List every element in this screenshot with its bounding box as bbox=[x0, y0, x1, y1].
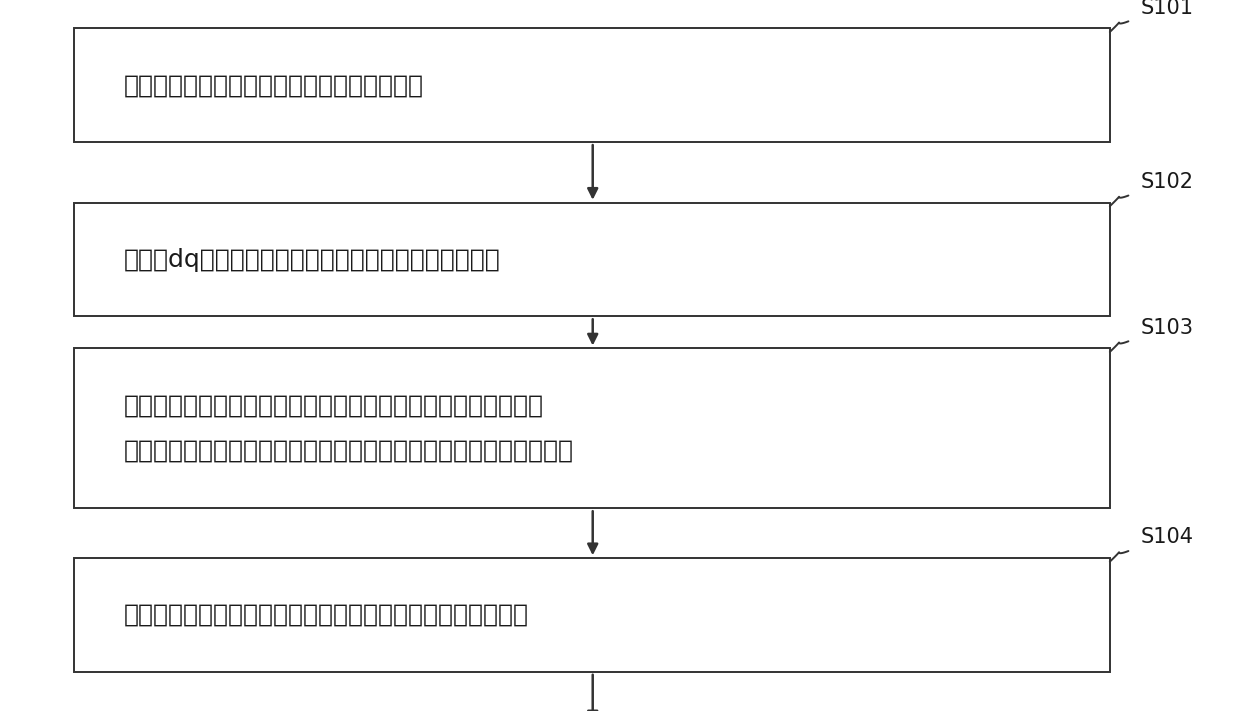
Text: 建立新能源并网系统中各设备的频域阻抗模型: 建立新能源并网系统中各设备的频域阻抗模型 bbox=[124, 73, 424, 97]
Text: 将阻抗网络模型归集为聚合阻抗矩阵，并根据聚合阻抗矩阵行列: 将阻抗网络模型归集为聚合阻抗矩阵，并根据聚合阻抗矩阵行列 bbox=[124, 394, 544, 418]
Text: 式的频率特性判定新能源并网系统的稳定性，得到稳定性的判定结果: 式的频率特性判定新能源并网系统的稳定性，得到稳定性的判定结果 bbox=[124, 439, 574, 463]
Bar bbox=[74, 28, 1110, 142]
Bar bbox=[74, 558, 1110, 672]
Text: S103: S103 bbox=[1141, 318, 1194, 338]
Text: S101: S101 bbox=[1141, 0, 1194, 18]
Text: 在预设dq坐标系下构建新能源并网系统的阻抗网络模型: 在预设dq坐标系下构建新能源并网系统的阻抗网络模型 bbox=[124, 247, 501, 272]
Bar bbox=[74, 348, 1110, 508]
Bar bbox=[74, 203, 1110, 316]
Text: 根据行列式频率特性定量分析新能源并网系统的振荡模式特性: 根据行列式频率特性定量分析新能源并网系统的振荡模式特性 bbox=[124, 603, 529, 627]
Text: S104: S104 bbox=[1141, 528, 1194, 547]
Text: S102: S102 bbox=[1141, 172, 1194, 192]
